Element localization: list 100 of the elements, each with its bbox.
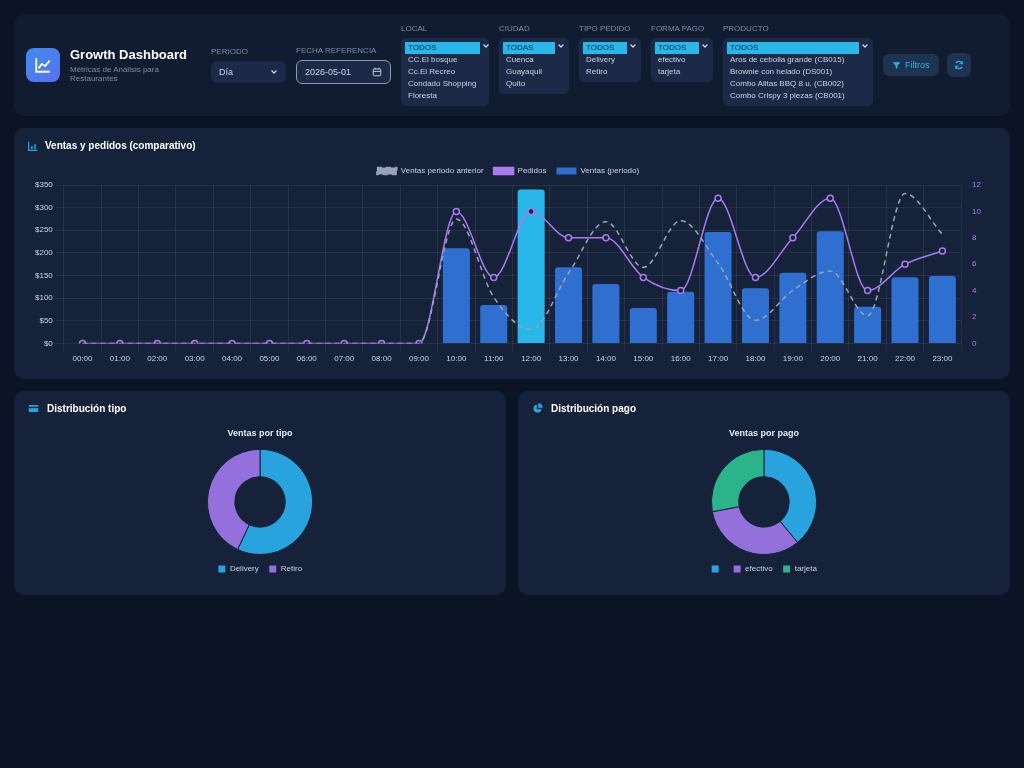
text: TODOS bbox=[583, 42, 627, 54]
text: TODAS bbox=[503, 42, 555, 54]
text: Cuenca bbox=[505, 54, 535, 66]
text: Guayaquil bbox=[505, 66, 544, 78]
text: TODOS bbox=[655, 42, 699, 54]
y-tick-label: $100 bbox=[35, 293, 54, 303]
x-tick-label: 10:00 bbox=[446, 354, 467, 364]
bar bbox=[667, 291, 695, 343]
text: Floresta bbox=[407, 90, 438, 102]
y-tick-label: $300 bbox=[35, 202, 54, 212]
y2-tick-label: 12 bbox=[972, 180, 982, 190]
y2-tick-label: 0 bbox=[972, 338, 978, 348]
x-tick-label: 23:00 bbox=[932, 354, 953, 364]
point bbox=[490, 273, 498, 282]
y2-tick-label: 10 bbox=[972, 206, 982, 216]
text: Cc.El Recreo bbox=[407, 66, 457, 78]
text: Combo Alitas BBQ 8 u. (CB002) bbox=[729, 78, 845, 90]
legend-label: efectivo bbox=[745, 564, 774, 574]
point bbox=[676, 286, 685, 295]
bar bbox=[928, 275, 956, 343]
point bbox=[901, 260, 909, 268]
bar bbox=[517, 189, 545, 343]
point bbox=[452, 207, 461, 216]
x-tick-label: 18:00 bbox=[745, 354, 767, 364]
y2-tick-label: 4 bbox=[972, 285, 978, 295]
bar bbox=[816, 231, 844, 343]
text: TODOS bbox=[405, 42, 480, 54]
chart-subtitle: Ventas por tipo bbox=[227, 427, 293, 438]
text: Aros de cebolla grande (CB015) bbox=[729, 54, 846, 66]
point bbox=[938, 247, 947, 255]
x-tick-label: 11:00 bbox=[484, 354, 505, 364]
bar bbox=[629, 308, 657, 343]
text: Delivery bbox=[585, 54, 616, 66]
legend-label: Ventas (periodo) bbox=[580, 166, 640, 176]
x-tick-label: 08:00 bbox=[371, 354, 393, 364]
chart-title: Ventas y pedidos (comparativo) bbox=[45, 140, 196, 151]
text: Combo Crispy 3 piezas (CB001) bbox=[729, 90, 846, 102]
text: Retiro bbox=[585, 66, 609, 78]
bar bbox=[555, 267, 583, 343]
x-tick-label: 22:00 bbox=[895, 354, 916, 364]
text: LOCAL bbox=[401, 24, 429, 33]
text: FORMA PAGO bbox=[651, 24, 706, 33]
legend-label: Delivery bbox=[229, 564, 259, 574]
point bbox=[639, 273, 648, 282]
y-tick-label: $350 bbox=[35, 180, 54, 190]
x-tick-label: 12:00 bbox=[521, 354, 542, 364]
bar bbox=[779, 272, 807, 343]
text: FECHA REFERENCIA bbox=[296, 46, 378, 55]
text: PERIODO bbox=[211, 47, 249, 56]
text: Quito bbox=[505, 78, 527, 90]
text: Growth Dashboard bbox=[70, 47, 188, 62]
y-tick-label: $250 bbox=[35, 225, 54, 235]
x-tick-label: 21:00 bbox=[857, 354, 879, 364]
point bbox=[602, 234, 610, 242]
x-tick-label: 09:00 bbox=[408, 354, 430, 364]
point bbox=[863, 286, 872, 295]
x-tick-label: 01:00 bbox=[109, 354, 131, 364]
legend-label: Pedidos bbox=[517, 166, 547, 176]
text: Día bbox=[219, 67, 234, 77]
point bbox=[527, 207, 535, 216]
point bbox=[714, 194, 722, 202]
bar bbox=[741, 288, 769, 343]
text: Distribución pago bbox=[551, 403, 636, 414]
bar bbox=[442, 248, 470, 343]
text: PRODUCTO bbox=[723, 24, 770, 33]
point bbox=[789, 234, 797, 242]
x-tick-label: 17:00 bbox=[708, 354, 729, 364]
x-tick-label: 03:00 bbox=[184, 354, 206, 364]
bar bbox=[592, 284, 620, 343]
point bbox=[751, 273, 760, 282]
y-tick-label: $150 bbox=[35, 270, 54, 280]
y-tick-label: $0 bbox=[43, 338, 54, 348]
y2-tick-label: 6 bbox=[972, 259, 978, 269]
text: Distribución tipo bbox=[47, 403, 127, 414]
y2-tick-label: 2 bbox=[972, 312, 978, 322]
y2-tick-label: 8 bbox=[972, 233, 978, 242]
x-tick-label: 05:00 bbox=[259, 354, 280, 364]
text: 2026-05-01 bbox=[305, 67, 352, 77]
bar bbox=[854, 306, 882, 343]
point bbox=[826, 194, 834, 202]
text: Filtros bbox=[905, 60, 930, 70]
x-tick-label: 14:00 bbox=[595, 354, 617, 364]
y-tick-label: $50 bbox=[39, 315, 54, 325]
x-tick-label: 20:00 bbox=[820, 354, 841, 364]
bar bbox=[704, 232, 732, 343]
y-tick-label: $200 bbox=[35, 248, 54, 258]
text: CC.El bosque bbox=[407, 54, 459, 66]
point bbox=[564, 234, 573, 242]
text: Brownie con helado (DS001) bbox=[729, 66, 834, 78]
x-tick-label: 13:00 bbox=[558, 354, 580, 364]
x-tick-label: 16:00 bbox=[670, 354, 692, 364]
text: tarjeta bbox=[657, 66, 682, 78]
legend-label: Ventas periodo anterior bbox=[400, 166, 484, 176]
legend-label: tarjeta bbox=[794, 564, 818, 574]
chart-subtitle: Ventas por pago bbox=[728, 427, 800, 438]
legend-label: Retiro bbox=[280, 564, 303, 574]
bar bbox=[480, 304, 508, 343]
x-tick-label: 00:00 bbox=[72, 354, 94, 364]
text: Métricas de Análisis para Restaurantes bbox=[70, 65, 160, 83]
bar bbox=[891, 277, 919, 343]
